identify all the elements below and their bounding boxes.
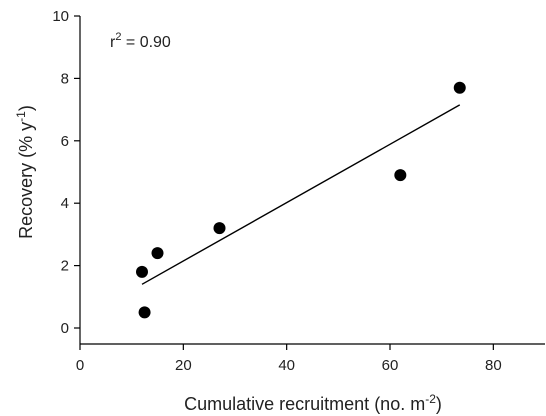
y-tick-label: 8 bbox=[61, 70, 69, 87]
y-axis-title-superscript: -1 bbox=[14, 111, 28, 122]
r-squared-prefix: r bbox=[110, 34, 116, 51]
y-axis-title: Recovery (% y-1) bbox=[14, 105, 36, 239]
x-tick-label: 80 bbox=[485, 357, 502, 374]
regression-line bbox=[141, 104, 461, 285]
data-point bbox=[453, 81, 466, 94]
x-ticks: 0 20 40 60 80 bbox=[76, 344, 502, 374]
axes bbox=[79, 16, 545, 345]
r-squared-annotation: r2 = 0.90 bbox=[110, 31, 171, 51]
x-axis-title: Cumulative recruitment (no. m-2) bbox=[184, 392, 442, 414]
data-point bbox=[151, 247, 164, 260]
y-axis-title-main: Recovery (% y bbox=[16, 122, 36, 239]
fit-line-group bbox=[141, 104, 461, 285]
y-tick-label: 2 bbox=[61, 258, 69, 275]
data-point bbox=[138, 306, 151, 319]
x-tick-label: 60 bbox=[382, 357, 399, 374]
x-axis-title-superscript: -2 bbox=[425, 392, 436, 406]
y-axis-title-end: ) bbox=[16, 105, 36, 111]
x-tick-label: 40 bbox=[278, 357, 295, 374]
y-tick-label: 10 bbox=[52, 8, 69, 25]
y-tick-label: 0 bbox=[61, 320, 69, 337]
r-squared-value: = 0.90 bbox=[121, 34, 170, 51]
data-point bbox=[136, 265, 148, 278]
data-point bbox=[394, 169, 407, 182]
data-point bbox=[213, 222, 226, 235]
y-tick-label: 4 bbox=[61, 195, 69, 212]
y-tick-label: 6 bbox=[61, 133, 69, 150]
data-points bbox=[136, 81, 466, 319]
x-axis-title-end: ) bbox=[436, 394, 442, 414]
x-tick-label: 0 bbox=[76, 357, 84, 374]
x-tick-label: 20 bbox=[175, 357, 192, 374]
r-squared-superscript: 2 bbox=[115, 31, 121, 43]
y-ticks: 0 2 4 6 8 10 bbox=[52, 8, 80, 337]
x-axis-title-main: Cumulative recruitment (no. m bbox=[184, 394, 425, 414]
